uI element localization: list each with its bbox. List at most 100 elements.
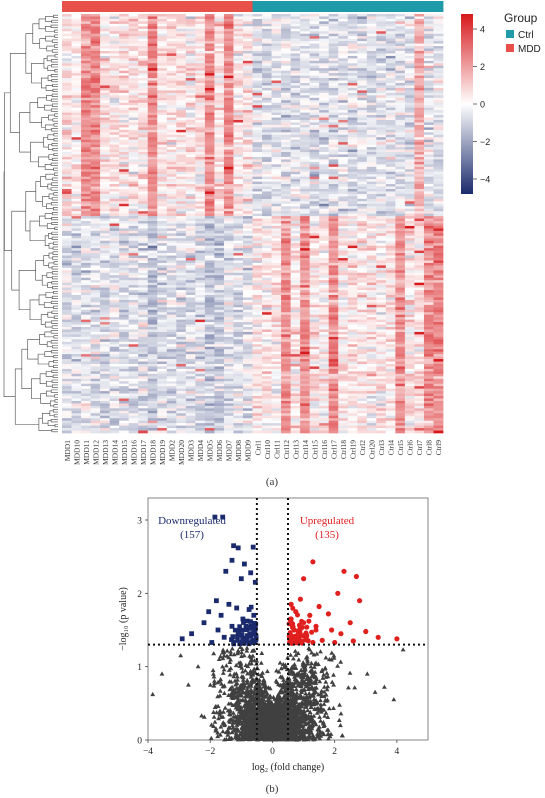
heatmap-cell [347, 262, 358, 266]
heatmap-cell [262, 48, 272, 52]
heatmap-cell [357, 33, 368, 37]
heatmap-cell [300, 132, 311, 136]
heatmap-cell [100, 147, 110, 150]
heatmap-cell [147, 230, 158, 234]
heatmap-cell [119, 117, 130, 121]
heatmap-cell [376, 186, 387, 190]
heatmap-cell [366, 21, 377, 25]
heatmap-cell [328, 285, 339, 288]
heatmap-cell [242, 112, 253, 116]
dendrogram-branch [54, 394, 58, 398]
heatmap-cell [166, 110, 177, 113]
heatmap-cell [395, 132, 406, 136]
heatmap-cell [109, 105, 120, 108]
heatmap-cell [62, 253, 72, 256]
heatmap-cell [404, 164, 415, 168]
heatmap-cell [300, 105, 311, 108]
heatmap-cell [176, 119, 187, 123]
heatmap-cell [376, 161, 387, 165]
heatmap-cell [90, 233, 101, 237]
heatmap-cell [214, 307, 225, 311]
heatmap-cell [376, 53, 387, 57]
heatmap-cell [262, 119, 272, 123]
heatmap-cell [71, 83, 82, 86]
heatmap-cell [71, 122, 82, 126]
heatmap-cell [128, 132, 139, 136]
heatmap-cell [404, 179, 415, 182]
heatmap-cell [223, 100, 234, 104]
heatmap-cell [414, 218, 425, 222]
heatmap-cell [281, 302, 291, 306]
heatmap-cell [328, 97, 339, 101]
heatmap-cell [300, 63, 311, 67]
heatmap-cell [300, 161, 311, 165]
heatmap-cell [385, 50, 396, 54]
heatmap-cell [109, 290, 120, 293]
heatmap-cell [281, 262, 291, 266]
heatmap-cell [338, 201, 349, 205]
heatmap-cell [90, 97, 101, 101]
heatmap-cell [242, 255, 253, 259]
heatmap-cell [138, 112, 149, 116]
heatmap-cell [100, 238, 110, 242]
heatmap-cell [100, 26, 110, 30]
heatmap-cell [62, 21, 72, 25]
heatmap-cell [376, 196, 387, 200]
heatmap-cell [138, 164, 149, 168]
heatmap-cell [157, 203, 168, 207]
heatmap-cell [100, 164, 110, 168]
heatmap-cell [385, 203, 396, 207]
heatmap-cell [347, 55, 358, 59]
heatmap-cell [319, 184, 330, 187]
heatmap-cell [233, 299, 244, 303]
heatmap-cell [166, 196, 177, 200]
heatmap-cell [252, 83, 263, 86]
heatmap-cell [109, 68, 120, 72]
heatmap-cell [214, 90, 225, 94]
heatmap-cell [185, 68, 196, 72]
heatmap-cell [242, 258, 253, 261]
heatmap-cell [414, 144, 425, 148]
heatmap-cell [233, 225, 244, 229]
heatmap-cell [195, 92, 206, 96]
heatmap-cell [242, 137, 253, 141]
heatmap-cell [195, 203, 206, 207]
heatmap-cell [414, 280, 425, 283]
heatmap-cell [166, 253, 177, 256]
heatmap-cell [223, 221, 234, 224]
heatmap-cell [204, 297, 215, 301]
heatmap-cell [414, 147, 425, 150]
heatmap-cell [119, 270, 130, 274]
heatmap-cell [195, 267, 206, 271]
heatmap-cell [252, 230, 263, 234]
heatmap-cell [319, 115, 330, 118]
heatmap-cell [204, 156, 215, 160]
heatmap-cell [195, 152, 206, 155]
heatmap-cell [290, 297, 301, 301]
heatmap-cell [404, 83, 415, 86]
heatmap-cell [385, 134, 396, 138]
heatmap-cell [195, 282, 206, 286]
heatmap-cell [242, 53, 253, 57]
heatmap-cell [309, 60, 320, 64]
heatmap-cell [271, 292, 282, 296]
heatmap-cell [90, 216, 101, 219]
heatmap-cell [90, 280, 101, 283]
heatmap-cell [290, 85, 301, 89]
heatmap-cell [81, 18, 91, 22]
group-cell-ctrl5 [395, 1, 406, 12]
heatmap-cell [204, 235, 215, 239]
heatmap-cell [385, 110, 396, 113]
heatmap-cell [347, 179, 358, 182]
heatmap-cell [252, 206, 263, 210]
heatmap-cell [395, 193, 406, 197]
heatmap-cell [281, 235, 291, 239]
dendrogram-branch [52, 345, 58, 349]
heatmap-cell [366, 302, 377, 306]
heatmap-cell [157, 92, 168, 96]
heatmap-cell [423, 196, 434, 200]
heatmap-cell [366, 18, 377, 22]
heatmap-cell [157, 179, 168, 182]
heatmap-cell [395, 41, 406, 44]
heatmap-cell [214, 159, 225, 163]
